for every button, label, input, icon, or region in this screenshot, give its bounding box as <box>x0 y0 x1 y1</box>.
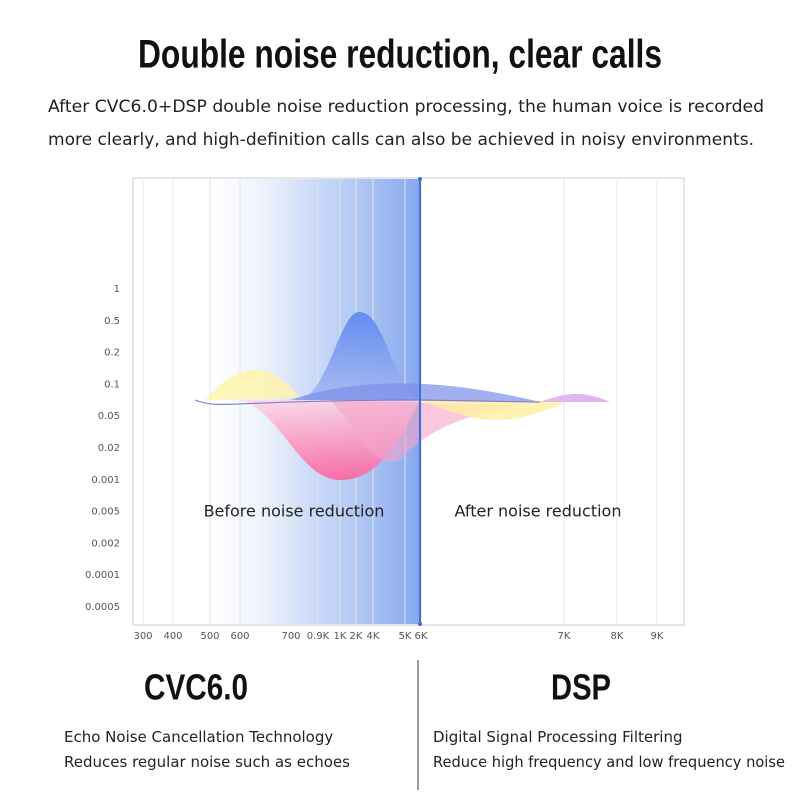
wave <box>205 369 300 400</box>
region-label: Before noise reduction <box>204 502 385 521</box>
feature-name: DSP <box>551 667 611 708</box>
y-label: 0.5 <box>104 316 120 327</box>
feature-text: Reduce high frequency and low frequency … <box>433 753 785 771</box>
region-label: After noise reduction <box>455 502 622 521</box>
x-label: 700 <box>281 631 300 642</box>
x-label: 400 <box>163 631 182 642</box>
y-label: 0.05 <box>98 411 120 422</box>
x-label: 6K <box>415 631 428 642</box>
wave <box>290 383 540 402</box>
x-label: 0.9K <box>307 631 330 642</box>
title: Double noise reduction, clear calls <box>138 33 662 77</box>
dot <box>418 622 422 626</box>
x-label: 7K <box>558 631 571 642</box>
wave <box>300 311 420 400</box>
description: After CVC6.0+DSP double noise reduction … <box>48 97 764 117</box>
y-label: 0.001 <box>91 475 120 486</box>
dot <box>418 177 422 181</box>
y-label: 0.0005 <box>85 602 120 613</box>
y-label: 0.2 <box>104 348 120 359</box>
y-label: 1 <box>114 284 120 295</box>
x-label: 500 <box>200 631 219 642</box>
x-label: 5K <box>399 631 412 642</box>
y-label: 0.002 <box>91 538 120 549</box>
x-label: 2K <box>350 631 363 642</box>
graph: Before noise reduction After noise reduc… <box>85 177 685 642</box>
wave <box>420 397 610 420</box>
y-label: 0.005 <box>91 507 120 518</box>
feature-name: CVC6.0 <box>144 667 248 708</box>
x-label: 4K <box>367 631 380 642</box>
description: more clearly, and high-definition calls … <box>48 130 754 150</box>
x-label: 600 <box>230 631 249 642</box>
y-label: 0.1 <box>104 379 120 390</box>
x-label: 8K <box>611 631 624 642</box>
x-label: 9K <box>651 631 664 642</box>
feature-text: Digital Signal Processing Filtering <box>433 728 682 746</box>
wave <box>540 393 610 402</box>
y-label: 0.02 <box>98 443 120 454</box>
wave-line <box>194 399 541 406</box>
x-label: 300 <box>133 631 152 642</box>
x-label: 1K <box>334 631 347 642</box>
feature-text: Reduces regular noise such as echoes <box>64 753 350 771</box>
y-label: 0.0001 <box>85 570 120 581</box>
feature-text: Echo Noise Cancellation Technology <box>64 728 333 746</box>
